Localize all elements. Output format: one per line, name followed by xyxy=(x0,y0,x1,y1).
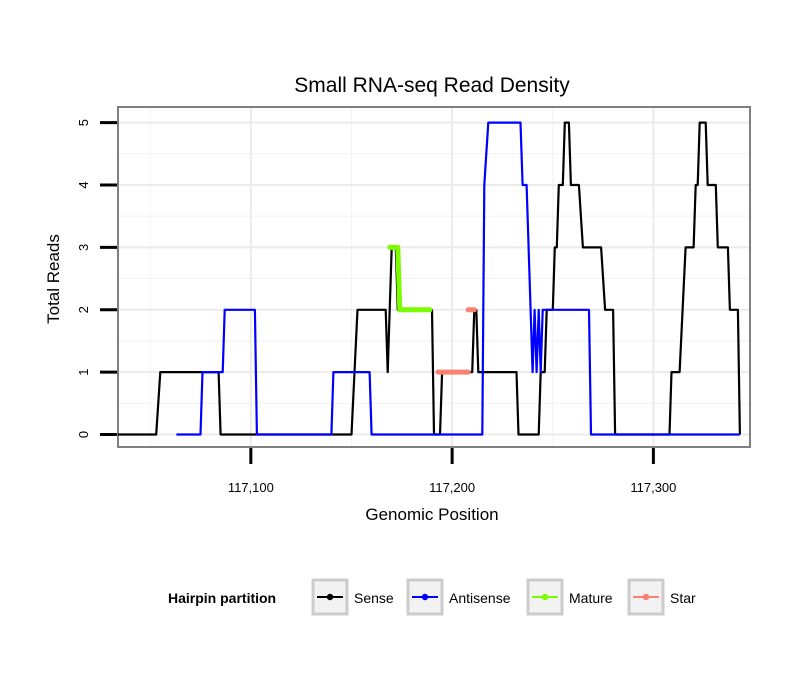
y-tick-label: 2 xyxy=(76,306,91,313)
series-lines xyxy=(118,121,741,436)
y-tick-label: 1 xyxy=(76,369,91,376)
x-axis-label: Genomic Position xyxy=(365,505,498,524)
legend-key-point xyxy=(421,593,429,601)
legend-item-sense: Sense xyxy=(311,578,394,616)
legend-title: Hairpin partition xyxy=(168,590,276,606)
x-tick-label: 117,200 xyxy=(429,480,475,495)
y-tick-label: 5 xyxy=(76,119,91,126)
legend-item-star: Star xyxy=(627,578,696,616)
series-antisense-line xyxy=(176,121,740,436)
legend-key-point xyxy=(326,593,334,601)
legend: Hairpin partition Sense Antisense Mature St… xyxy=(168,578,696,616)
legend-label: Antisense xyxy=(449,590,511,606)
chart-title: Small RNA-seq Read Density xyxy=(294,74,570,97)
legend-key-point xyxy=(541,593,549,601)
y-tick-label: 3 xyxy=(76,244,91,251)
legend-item-antisense: Antisense xyxy=(406,578,511,616)
legend-item-mature: Mature xyxy=(526,578,613,616)
legend-key-point xyxy=(642,593,650,601)
series-sense-line xyxy=(118,121,741,436)
x-tick-label: 117,100 xyxy=(228,480,274,495)
legend-label: Sense xyxy=(354,590,394,606)
y-tick-label: 4 xyxy=(76,181,91,188)
series-mature-line xyxy=(387,244,433,313)
y-tick-label: 0 xyxy=(76,431,91,438)
legend-label: Star xyxy=(670,590,696,606)
x-tick-label: 117,300 xyxy=(630,480,676,495)
axes: 117,100 117,200 117,300 0 1 2 3 4 5 xyxy=(76,119,750,495)
y-axis-label: Total Reads xyxy=(44,234,63,324)
legend-label: Mature xyxy=(569,590,613,606)
